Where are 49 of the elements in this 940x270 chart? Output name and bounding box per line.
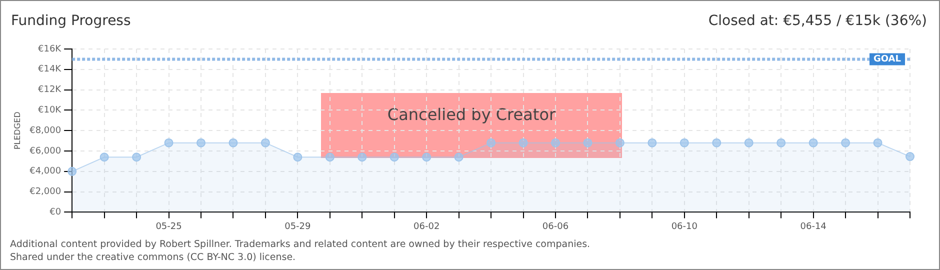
y-tick-label: €0 xyxy=(50,208,62,218)
point xyxy=(260,138,270,148)
x-tick-label: 06-06 xyxy=(542,222,569,232)
point xyxy=(583,138,592,148)
point xyxy=(712,138,722,148)
point xyxy=(358,152,367,162)
point xyxy=(390,152,399,162)
y-tick-label: €10K xyxy=(38,106,62,116)
y-tick-label: €14K xyxy=(38,64,62,75)
x-tick-label: 05-25 xyxy=(156,222,182,232)
point xyxy=(454,152,464,162)
point xyxy=(873,138,882,148)
point xyxy=(293,152,302,162)
point xyxy=(422,152,432,162)
x-tick-label: 06-02 xyxy=(414,222,440,232)
chart-subtitle: Closed at: €5,455 / €15k (36%) xyxy=(708,13,927,29)
y-axis-title: PLEDGED xyxy=(12,112,22,150)
point xyxy=(615,138,624,148)
cancelled-stamp: Cancelled by Creator xyxy=(321,93,622,158)
x-tick-label: 05-29 xyxy=(284,222,312,232)
x-tick-label: 06-10 xyxy=(671,222,698,232)
point xyxy=(325,152,334,162)
text: Additional content provided by Robert Spillner. Trademarks and related content are owned by their respective companies. xyxy=(10,238,590,251)
point xyxy=(551,138,560,148)
point xyxy=(68,166,77,176)
point xyxy=(518,138,528,148)
point xyxy=(100,152,109,162)
point xyxy=(164,138,174,148)
point xyxy=(228,138,238,148)
y-tick-label: €16K xyxy=(38,44,62,54)
point xyxy=(196,138,206,148)
point xyxy=(132,152,142,162)
point xyxy=(648,138,657,148)
y-tick-label: €2,000 xyxy=(30,187,62,198)
y-tick-label: €12K xyxy=(38,85,62,96)
y-tick-label: €8,000 xyxy=(30,126,62,136)
point xyxy=(486,138,496,148)
point xyxy=(841,138,850,148)
y-tick-label: €6,000 xyxy=(30,146,62,156)
chart-title: Funding Progress xyxy=(11,13,131,29)
point xyxy=(776,138,786,148)
x-tick-label: 06-14 xyxy=(800,222,827,232)
ref-line-label: GOAL xyxy=(874,54,902,65)
y-tick-label: €4,000 xyxy=(30,166,62,177)
text: Shared under the creative commons (CC BY-NC 3.0) license. xyxy=(10,251,297,264)
point xyxy=(680,138,689,148)
point xyxy=(906,152,914,162)
point xyxy=(744,138,754,148)
point xyxy=(808,138,818,148)
